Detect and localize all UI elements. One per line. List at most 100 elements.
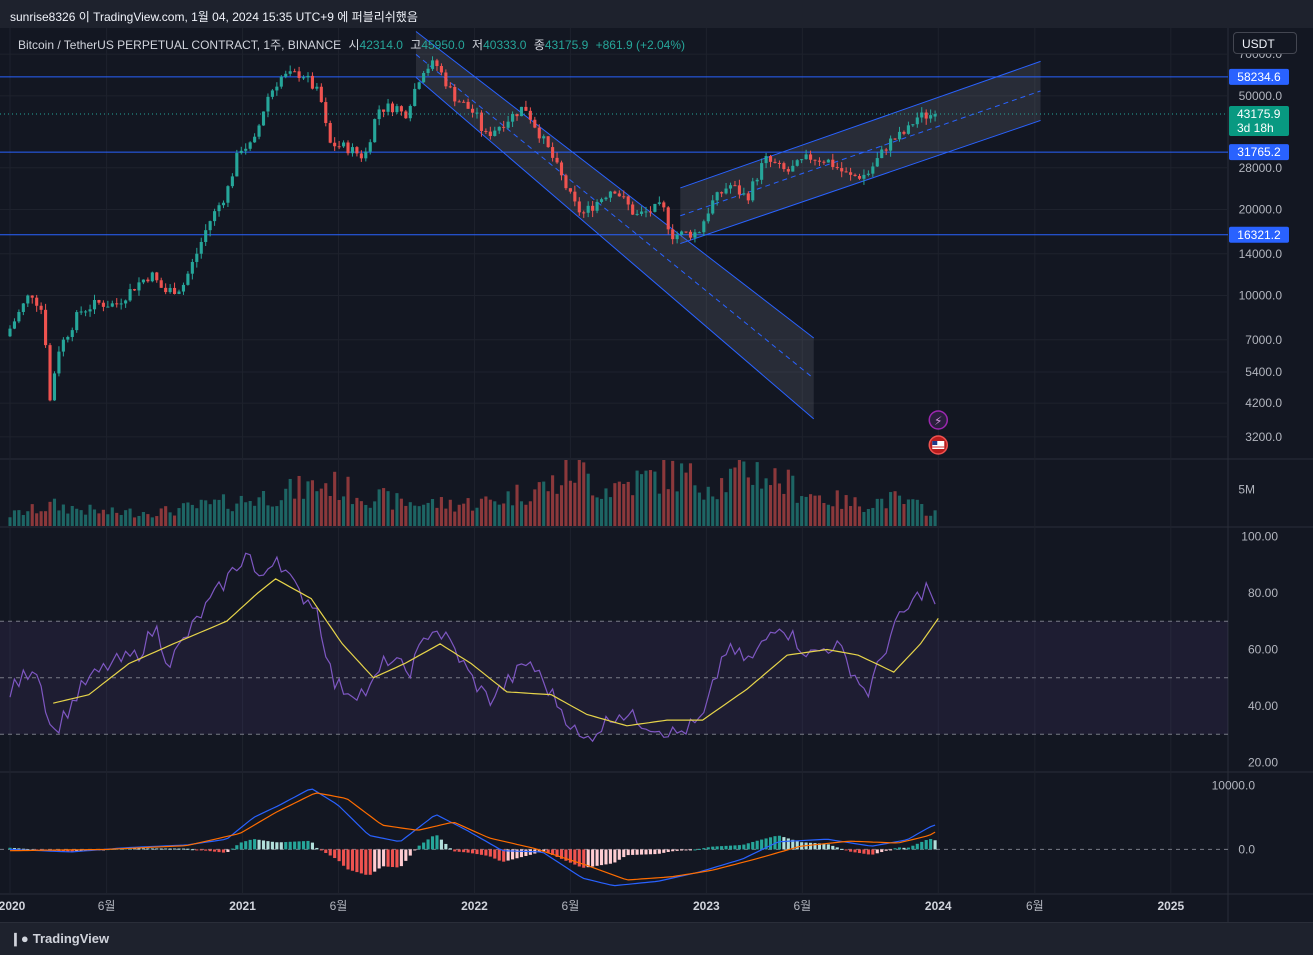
candle-body[interactable] bbox=[110, 303, 114, 307]
candle-body[interactable] bbox=[337, 146, 341, 148]
candle-body[interactable] bbox=[342, 142, 346, 147]
candle-body[interactable] bbox=[782, 163, 786, 170]
candle-body[interactable] bbox=[697, 232, 701, 234]
channel-median-line[interactable] bbox=[680, 90, 1041, 217]
candle-body[interactable] bbox=[853, 174, 857, 176]
candle-body[interactable] bbox=[599, 199, 604, 202]
candle-body[interactable] bbox=[61, 339, 65, 352]
candle-body[interactable] bbox=[390, 103, 395, 113]
candle-body[interactable] bbox=[35, 297, 39, 306]
candle-body[interactable] bbox=[515, 113, 519, 117]
candle-body[interactable] bbox=[724, 188, 728, 194]
candle-body[interactable] bbox=[333, 142, 337, 147]
candle-body[interactable] bbox=[181, 284, 186, 292]
candle-body[interactable] bbox=[119, 303, 123, 305]
candle-body[interactable] bbox=[364, 151, 368, 159]
candle-body[interactable] bbox=[675, 234, 679, 240]
candle-body[interactable] bbox=[657, 202, 661, 204]
channel-lower-line[interactable] bbox=[415, 77, 815, 420]
candle-body[interactable] bbox=[386, 103, 390, 112]
candle-body[interactable] bbox=[840, 168, 844, 172]
candle-body[interactable] bbox=[933, 114, 937, 117]
candle-body[interactable] bbox=[293, 71, 297, 73]
candle-body[interactable] bbox=[422, 72, 426, 83]
candle-body[interactable] bbox=[742, 193, 746, 195]
lightning-icon[interactable] bbox=[928, 410, 949, 430]
candle-body[interactable] bbox=[146, 279, 150, 282]
candle-body[interactable] bbox=[542, 136, 546, 139]
candle-body[interactable] bbox=[733, 185, 737, 187]
candle-body[interactable] bbox=[266, 96, 270, 112]
candle-body[interactable] bbox=[426, 68, 430, 73]
candle-body[interactable] bbox=[755, 179, 759, 182]
candle-body[interactable] bbox=[462, 101, 466, 103]
candle-body[interactable] bbox=[346, 142, 350, 154]
candle-body[interactable] bbox=[822, 161, 826, 163]
candle-body[interactable] bbox=[737, 185, 741, 195]
candle-body[interactable] bbox=[315, 86, 319, 89]
candle-body[interactable] bbox=[849, 172, 853, 175]
candle-body[interactable] bbox=[902, 131, 906, 134]
candle-body[interactable] bbox=[906, 125, 910, 134]
candle-body[interactable] bbox=[355, 147, 359, 154]
candle-body[interactable] bbox=[648, 211, 653, 213]
candle-body[interactable] bbox=[57, 351, 61, 374]
candle-body[interactable] bbox=[350, 147, 355, 154]
candle-body[interactable] bbox=[746, 193, 750, 201]
candle-body[interactable] bbox=[132, 289, 137, 291]
candle-body[interactable] bbox=[773, 161, 777, 163]
candle-body[interactable] bbox=[439, 66, 443, 73]
candle-body[interactable] bbox=[288, 71, 292, 74]
channel-upper-line[interactable] bbox=[680, 60, 1041, 189]
candle-body[interactable] bbox=[457, 101, 461, 103]
candle-body[interactable] bbox=[382, 109, 386, 112]
candle-body[interactable] bbox=[52, 373, 57, 401]
candle-body[interactable] bbox=[453, 86, 457, 102]
candle-body[interactable] bbox=[519, 106, 524, 117]
candle-body[interactable] bbox=[399, 106, 403, 112]
candle-body[interactable] bbox=[484, 130, 488, 132]
candle-body[interactable] bbox=[644, 211, 648, 213]
candle-body[interactable] bbox=[653, 203, 657, 212]
candle-body[interactable] bbox=[866, 173, 870, 175]
candle-body[interactable] bbox=[786, 169, 790, 172]
candle-body[interactable] bbox=[319, 86, 323, 103]
candle-body[interactable] bbox=[12, 321, 17, 329]
candle-body[interactable] bbox=[159, 280, 163, 288]
candle-body[interactable] bbox=[408, 105, 412, 119]
candle-body[interactable] bbox=[88, 309, 92, 312]
chart-canvas[interactable]: 20206월20216월20226월20236월20246월202570000.… bbox=[0, 28, 1313, 922]
candle-body[interactable] bbox=[417, 82, 421, 89]
candle-body[interactable] bbox=[884, 149, 888, 151]
candle-body[interactable] bbox=[195, 253, 199, 262]
candle-body[interactable] bbox=[444, 72, 448, 87]
candle-body[interactable] bbox=[795, 160, 799, 166]
candle-body[interactable] bbox=[84, 311, 88, 313]
candle-body[interactable] bbox=[404, 111, 408, 119]
candle-body[interactable] bbox=[8, 328, 12, 337]
candle-body[interactable] bbox=[880, 149, 884, 159]
candle-body[interactable] bbox=[711, 200, 715, 214]
candle-body[interactable] bbox=[813, 159, 817, 161]
candle-body[interactable] bbox=[155, 272, 159, 281]
candle-body[interactable] bbox=[875, 158, 879, 167]
candle-body[interactable] bbox=[564, 175, 568, 189]
candle-body[interactable] bbox=[66, 336, 70, 340]
candle-body[interactable] bbox=[702, 221, 706, 233]
candle-body[interactable] bbox=[470, 108, 475, 113]
candle-body[interactable] bbox=[613, 191, 617, 194]
candle-body[interactable] bbox=[328, 123, 332, 143]
candle-body[interactable] bbox=[844, 171, 848, 173]
candle-body[interactable] bbox=[359, 153, 363, 159]
candle-body[interactable] bbox=[889, 138, 893, 151]
candle-body[interactable] bbox=[186, 273, 190, 285]
candle-body[interactable] bbox=[115, 303, 119, 305]
candle-body[interactable] bbox=[924, 112, 928, 119]
candle-body[interactable] bbox=[310, 75, 314, 89]
candle-body[interactable] bbox=[448, 86, 452, 88]
candle-body[interactable] bbox=[857, 175, 862, 179]
candle-body[interactable] bbox=[70, 330, 74, 337]
candle-body[interactable] bbox=[506, 121, 510, 128]
candle-body[interactable] bbox=[475, 112, 479, 114]
candle-body[interactable] bbox=[244, 148, 248, 151]
